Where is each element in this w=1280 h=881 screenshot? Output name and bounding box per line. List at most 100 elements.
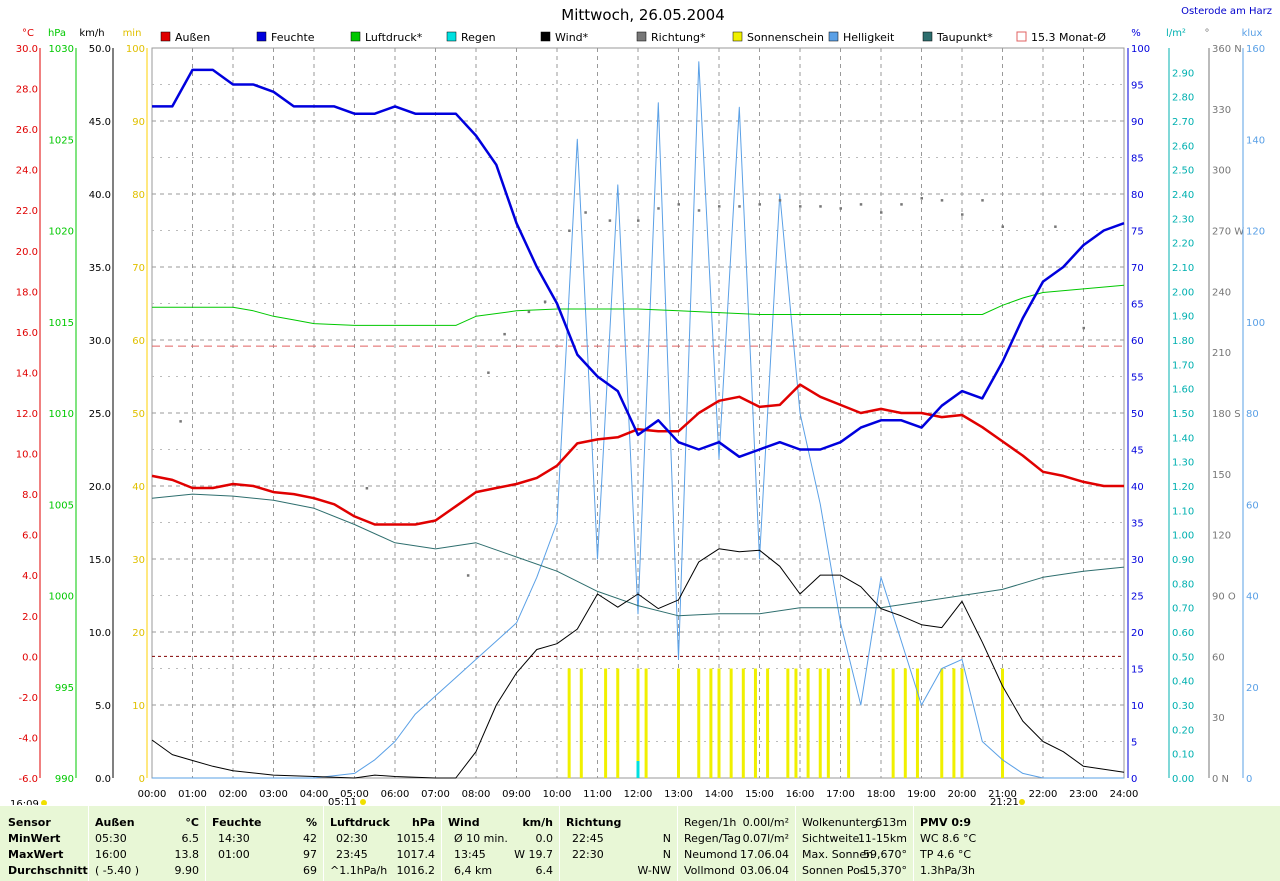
axis-hpa-tick: 1005 (49, 500, 74, 511)
stats-feuchte-avg-value: 69 (303, 864, 317, 877)
axis-klux-tick: 20 (1246, 683, 1259, 694)
stats-regen-1h-value: 0.00l/m² (742, 816, 789, 829)
axis-pct-tick: 55 (1131, 373, 1144, 384)
stats-luftdruck-max-time: 23:45 (336, 848, 368, 861)
axis-kmh-tick: 35.0 (89, 263, 111, 274)
axis-lm2-tick: 2.40 (1172, 190, 1194, 201)
chart-background (0, 0, 1280, 805)
axis-lm2-tick: 2.60 (1172, 141, 1194, 152)
bar-sonnenschein (826, 668, 830, 778)
axis-temp-tick: 8.0 (22, 490, 38, 501)
stats-richtung-min-value: N (662, 832, 671, 845)
axis-temp-tick: 18.0 (16, 287, 38, 298)
x-tick-label: 12:00 (624, 789, 653, 800)
legend-label: 15.3 Monat-Ø (1031, 31, 1106, 44)
stats-feuchte-max-time: 01:00 (218, 848, 250, 861)
axis-temp-tick: 24.0 (16, 166, 38, 177)
sunrise-label: 05:11 (328, 797, 357, 805)
stats-wolken-label: Wolkenunterg (802, 816, 879, 829)
axis-pct-tick: 85 (1131, 154, 1144, 165)
x-tick-label: 05:00 (340, 789, 369, 800)
axis-klux-tick: 140 (1246, 135, 1265, 146)
x-tick-label: 21:00 (988, 789, 1017, 800)
axis-pct-tick: 10 (1131, 701, 1144, 712)
point-richtung (718, 205, 721, 208)
point-richtung (738, 205, 741, 208)
bar-sonnenschein (960, 668, 964, 778)
stats-luftdruck-avg-value: 1016.2 (396, 864, 436, 877)
axis-temp-tick: 26.0 (16, 125, 38, 136)
axis-deg-tick: 360 N (1212, 44, 1242, 55)
stats-wind-distance: 6,4 km (454, 864, 493, 877)
axis-hpa-tick: 1025 (49, 135, 74, 146)
x-tick-label: 02:00 (219, 789, 248, 800)
legend-label: Sonnenschein (747, 31, 824, 44)
unit-pct: % (1131, 28, 1141, 39)
point-richtung (677, 203, 680, 206)
unit-min: min (123, 28, 142, 39)
bar-sonnenschein (636, 668, 640, 778)
axis-pct-tick: 40 (1131, 482, 1144, 493)
axis-klux-tick: 80 (1246, 409, 1259, 420)
axis-lm2-tick: 1.90 (1172, 312, 1194, 323)
bar-sonnenschein (729, 668, 733, 778)
point-richtung (527, 310, 531, 314)
bar-sonnenschein (952, 668, 956, 778)
stats-regen-tag-label: Regen/Tag (684, 832, 741, 845)
axis-kmh-tick: 50.0 (89, 44, 111, 55)
stats-wind-avg10: Ø 10 min. (454, 832, 508, 845)
legend-swatch (256, 31, 267, 42)
point-richtung (1082, 326, 1085, 330)
axis-hpa-tick: 1020 (49, 227, 74, 238)
point-richtung (900, 203, 903, 206)
axes: 00:00 01:00 02:00 03:00 04:00 05:00 06:00 07:00… (10, 28, 1265, 805)
x-tick-label: 14:00 (705, 789, 734, 800)
stats-luftdruck-min-value: 1015.4 (396, 832, 436, 845)
stats-richtung-header: Richtung (566, 816, 622, 829)
stats-aussen-max-time: 16:00 (95, 848, 127, 861)
bar-sonnenschein (741, 668, 745, 778)
axis-lm2-tick: 0.30 (1172, 701, 1194, 712)
stats-neumond-value: 17.06.04 (740, 848, 789, 861)
axis-min-tick: 0 (139, 774, 145, 785)
bar-sonnenschein (604, 668, 608, 778)
point-richtung (839, 207, 842, 210)
bar-sonnenschein (766, 668, 770, 778)
bar-sonnenschein (1001, 668, 1004, 778)
stats-richtung-min-time: 22:45 (572, 832, 604, 845)
sunset-icon (1019, 799, 1025, 805)
weather-chart: Mittwoch, 26.05.2004 Osterode am Harz Au… (0, 0, 1280, 805)
axis-kmh-tick: 10.0 (89, 628, 111, 639)
stats-col-sensor: Sensor MinWert MaxWert Durchschnitt (0, 806, 89, 881)
legend-label: Wind* (555, 31, 589, 44)
axis-pct-tick: 80 (1131, 190, 1144, 201)
unit-klux: klux (1242, 28, 1263, 39)
sun-marker-icon (41, 800, 47, 805)
point-richtung (920, 197, 923, 200)
point-richtung (584, 211, 587, 214)
axis-temp-tick: 6.0 (22, 531, 38, 542)
legend-swatch (446, 31, 457, 42)
stats-aussen-unit: °C (185, 816, 199, 829)
axis-kmh-tick: 15.0 (89, 555, 111, 566)
axis-lm2-tick: 2.90 (1172, 68, 1194, 79)
axis-temp-tick: 30.0 (16, 44, 38, 55)
axis-hpa-tick: 1030 (49, 44, 74, 55)
stats-feuchte-max-value: 97 (303, 848, 317, 861)
point-richtung (799, 205, 802, 208)
line-taupunkt (151, 493, 1125, 617)
x-tick-label: 18:00 (867, 789, 896, 800)
stats-luftdruck-max-value: 1017.4 (396, 848, 436, 861)
axis-deg-tick: 150 (1212, 470, 1231, 481)
stats-col-pmv: PMV 0:9 WC 8.6 °C TP 4.6 °C 1.3hPa/3h (914, 806, 1280, 881)
stats-luftdruck-unit: hPa (411, 816, 435, 829)
bar-sonnenschein (677, 668, 680, 778)
stats-aussen-avg-note: ( -5.40 ) (95, 864, 140, 877)
bar-sonnenschein (717, 668, 721, 778)
stats-regen-tag-value: 0.07l/m² (742, 832, 789, 845)
x-tick-label: 19:00 (907, 789, 936, 800)
unit-deg: ° (1205, 28, 1210, 39)
axis-min-tick: 50 (132, 409, 145, 420)
unit-kmh: km/h (79, 28, 104, 39)
axis-deg-tick: 270 W (1212, 227, 1244, 238)
